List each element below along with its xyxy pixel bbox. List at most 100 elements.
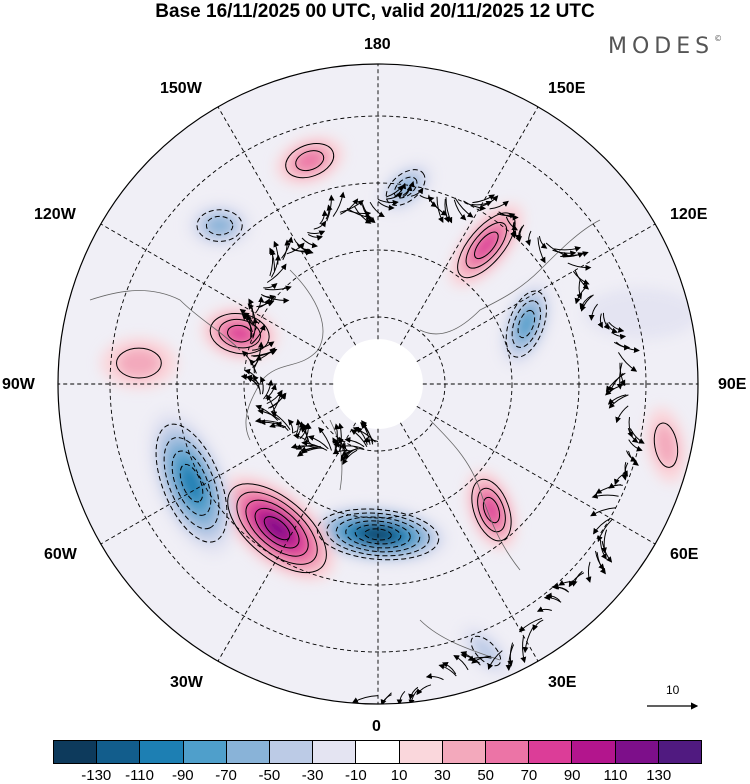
wind-streamline [525,230,532,246]
colorbar-tick-label: -90 [171,767,194,784]
colorbar-segment [54,741,98,763]
wind-streamline [286,242,305,255]
wind-streamline [255,296,265,314]
meridian-line [100,406,340,545]
colorbar-segment [140,741,184,763]
colorbar-segment [356,741,400,763]
wind-streamline [254,417,282,425]
anomaly-contour [326,512,430,557]
wind-streamline [489,200,509,210]
wind-streamline [522,627,534,654]
anomaly-fill [264,516,290,540]
wind-streamline [579,295,592,310]
wind-streamline [607,394,627,405]
wind-streamline [352,695,379,703]
wind-streamline [572,270,590,285]
wind-streamline [347,209,372,217]
wind-streamline [337,422,344,450]
meridians [58,64,698,704]
colorbar-tick-label: 50 [477,767,494,784]
colorbar-tick-label: 30 [434,767,451,784]
anomaly-contour [477,487,506,533]
wind-streamline [318,427,332,451]
anomaly-contour [236,491,318,565]
anomaly-contour [295,150,325,172]
wind-streamline [369,201,385,217]
wind-streamline [453,199,467,221]
wind-streamline [293,433,313,446]
wind-streamline [270,392,285,409]
wind-streamline [253,349,277,357]
colorbar-tick-label: -30 [301,767,324,784]
wind-streamline [608,372,624,394]
wind-streamline [340,198,359,215]
wind-streamline [287,419,295,434]
anomaly-contour [511,300,542,348]
wind-streamline [602,312,610,330]
wind-streamline [301,237,318,249]
wind-streamline [515,226,523,241]
wind-streamline [538,236,548,249]
anomaly-contour [205,215,234,236]
wind-streamline [518,617,543,633]
wind-streamline [505,644,515,671]
wind-streamline [250,324,266,345]
anomaly-contour [482,496,501,524]
anomaly-contour [196,209,243,242]
wind-streamline [408,686,419,700]
wind-streamline [619,362,626,387]
wind-streamline [436,196,444,223]
wind-streamline [438,663,457,677]
map-boundary [57,63,699,705]
wind-streamline [574,270,590,290]
wind-streamline [595,550,605,570]
anomaly-contour [517,309,536,339]
meridian-line [100,223,340,362]
anomaly-contour [179,463,204,503]
wind-streamline [571,570,583,587]
wind-streamline [307,435,329,450]
wind-streamline [591,492,619,499]
wind-streamline [510,222,517,237]
wind-streamline [545,242,570,258]
wind-streamline [608,394,629,409]
wind-streamline [273,240,280,265]
wind-streamline [352,426,376,443]
anomaly-contour [116,347,162,379]
wind-streamline [601,529,608,554]
wind-streamline [597,313,603,329]
anomaly-fill [474,232,499,259]
anomaly-fill [583,288,698,340]
anomaly-fill [654,423,678,468]
wind-streamline [245,374,260,385]
anomaly-fill [116,348,162,379]
wind-streamline [427,196,448,216]
colorbar-tick-label: -10 [345,767,367,784]
anomaly-fill [206,216,233,235]
wind-streamline [453,655,469,671]
wind-streamline [588,303,598,321]
meridian-line [400,422,539,662]
wind-streamline [332,191,346,217]
colorbar-segment [313,741,357,763]
wind-streamline [600,539,607,560]
anomaly-fill [180,464,203,502]
wind-streamline [532,619,544,631]
wind-scale-arrow [647,702,699,710]
anomaly-contour [470,635,502,667]
meridian-line [217,106,356,346]
wind-streamline [552,249,577,257]
wind-streamline [402,184,413,198]
anomaly-contour [285,142,335,179]
wind-streamline [629,428,645,444]
wind-streamline [307,230,326,237]
wind-streamline [255,404,279,421]
wind-streamline [269,247,275,271]
wind-streamline [326,194,335,222]
anomaly-fill [483,497,500,523]
label-90e: 90E [718,376,747,393]
wind-streamline [252,374,261,395]
wind-streamline [265,383,277,400]
wind-streamline [615,405,629,424]
